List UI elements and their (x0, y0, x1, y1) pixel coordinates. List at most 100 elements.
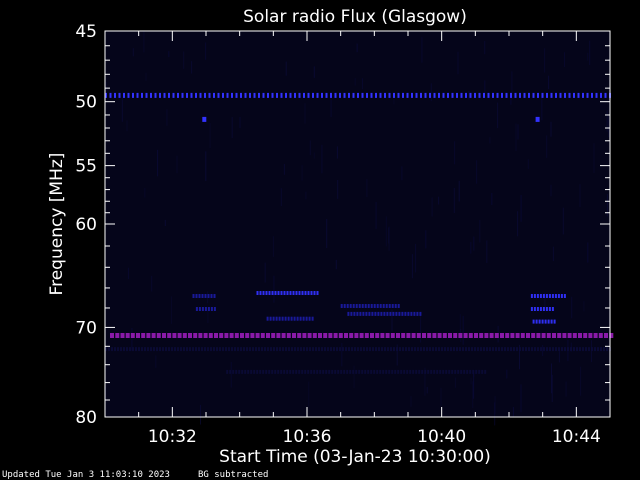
burst-cell (588, 347, 590, 352)
emission-dot (258, 92, 260, 98)
emission-dot (224, 333, 229, 338)
noise-streak (272, 236, 274, 257)
noise-streak (145, 72, 147, 81)
burst-cell (415, 369, 418, 374)
emission-dot (321, 92, 323, 98)
noise-streak (472, 381, 474, 408)
emission-dot (226, 92, 229, 98)
burst-cell (510, 347, 512, 352)
burst-cell (411, 347, 413, 352)
burst-cell (306, 347, 308, 352)
emission-dot (496, 92, 499, 98)
emission-dot (463, 333, 468, 338)
noise-streak (410, 396, 412, 407)
burst-cell (334, 369, 337, 374)
noise-streak (491, 193, 493, 205)
x-tick-label: 10:36 (283, 427, 332, 447)
noise-streak (473, 236, 475, 251)
burst-cell (285, 347, 287, 352)
burst-cell (600, 347, 602, 352)
noise-streak (375, 202, 377, 229)
noise-streak (171, 296, 172, 324)
y-tick-label: 60 (75, 215, 97, 235)
burst-cell (513, 347, 515, 352)
noise-streak (151, 275, 153, 292)
noise-streak (440, 387, 442, 407)
burst-cell (213, 347, 215, 352)
burst-cell (117, 347, 119, 352)
emission-dot (429, 92, 431, 98)
emission-dot (136, 333, 140, 338)
emission-dot (588, 333, 593, 338)
noise-streak (580, 366, 582, 396)
emission-dot (432, 333, 437, 338)
burst-cell (201, 307, 204, 311)
burst-cell (111, 347, 113, 352)
emission-dot (487, 92, 490, 98)
burst-cell (358, 304, 361, 308)
burst-cell (250, 369, 253, 374)
burst-cell (331, 369, 334, 374)
x-tick-label: 10:32 (148, 427, 197, 447)
burst-cell (289, 291, 292, 295)
x-tick-label: 10:44 (552, 427, 601, 447)
burst-cell (441, 347, 443, 352)
noise-streak (200, 404, 201, 425)
burst-cell (384, 347, 386, 352)
emission-dot (213, 92, 215, 98)
burst-cell (436, 369, 439, 374)
emission-dot (229, 333, 234, 338)
burst-cell (343, 369, 346, 374)
burst-cell (545, 307, 548, 311)
emission-dot (406, 92, 409, 98)
emission-dot (199, 92, 202, 98)
burst-cell (606, 347, 608, 352)
noise-streak (473, 372, 475, 399)
burst-cell (536, 294, 539, 298)
emission-dot (203, 333, 208, 338)
emission-dot (460, 92, 463, 98)
burst-cell (460, 369, 463, 374)
burst-cell (368, 311, 371, 316)
burst-cell (576, 347, 578, 352)
burst-cell (484, 369, 487, 374)
y-tick-label: 55 (75, 157, 97, 177)
emission-dot (448, 333, 452, 338)
noise-streak (431, 197, 433, 217)
burst-cell (105, 347, 107, 352)
emission-dot (469, 92, 472, 98)
burst-cell (423, 347, 425, 352)
emission-dot (105, 92, 107, 98)
noise-streak (239, 117, 241, 128)
burst-cell (363, 347, 365, 352)
burst-cell (249, 347, 251, 352)
burst-cell (150, 347, 152, 352)
burst-cell (313, 291, 316, 295)
emission-dot (510, 92, 512, 98)
burst-cell (462, 347, 464, 352)
emission-dot (307, 333, 312, 338)
emission-dot (255, 333, 260, 338)
burst-cell (281, 316, 284, 321)
noise-streak (571, 296, 573, 319)
burst-cell (340, 304, 343, 308)
emission-dot (294, 92, 296, 98)
burst-cell (222, 347, 224, 352)
burst-cell (310, 369, 313, 374)
plot-area (105, 31, 610, 417)
burst-cell (538, 319, 541, 324)
burst-cell (225, 347, 227, 352)
emission-dot (151, 333, 156, 338)
noise-streak (542, 345, 544, 356)
emission-dot (222, 92, 224, 98)
burst-cell (246, 347, 248, 352)
burst-cell (367, 369, 370, 374)
burst-cell (297, 347, 299, 352)
burst-cell (330, 347, 332, 352)
burst-cell (207, 294, 210, 298)
burst-cell (342, 347, 344, 352)
noise-streak (593, 143, 595, 174)
noise-streak (207, 310, 209, 324)
burst-cell (138, 347, 140, 352)
burst-cell (401, 311, 404, 316)
